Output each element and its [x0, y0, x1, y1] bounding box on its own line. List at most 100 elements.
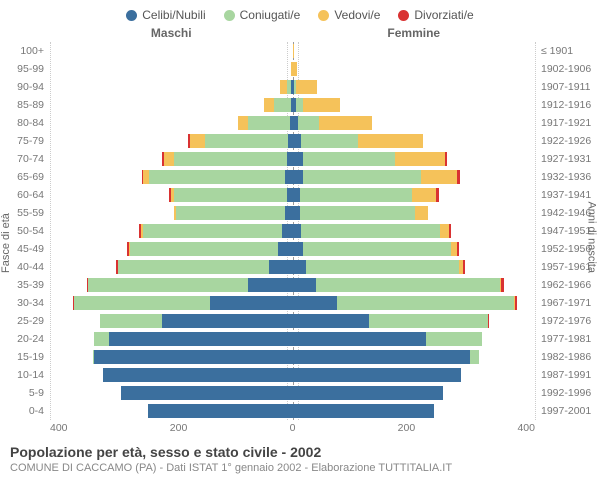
seg-married	[369, 314, 487, 329]
seg-divorced	[445, 152, 447, 167]
age-label: 0-4	[0, 405, 50, 417]
seg-divorced	[436, 188, 440, 203]
seg-married	[176, 206, 285, 221]
age-row: 90-94 1907-1911	[0, 78, 600, 96]
seg-widowed	[415, 206, 428, 221]
age-row: 50-541947-1951	[0, 222, 600, 240]
bar-area	[50, 330, 535, 348]
chart-subtitle: COMUNE DI CACCAMO (PA) - Dati ISTAT 1° g…	[10, 462, 600, 474]
seg-single	[121, 386, 293, 401]
bar-area	[50, 186, 535, 204]
male-bar	[50, 294, 293, 312]
seg-single	[210, 296, 293, 311]
bar-area	[50, 42, 535, 60]
bar-area	[50, 240, 535, 258]
seg-married	[143, 224, 282, 239]
seg-divorced	[463, 260, 465, 275]
seg-married	[100, 314, 162, 329]
x-tick: 200	[170, 422, 188, 434]
legend-item: Vedovi/e	[318, 8, 380, 22]
female-bar	[293, 186, 536, 204]
seg-widowed	[296, 80, 317, 95]
seg-single	[293, 224, 302, 239]
legend-swatch	[126, 10, 137, 21]
female-bar	[293, 168, 536, 186]
female-bar	[293, 366, 536, 384]
seg-single	[293, 404, 435, 419]
seg-married	[337, 296, 514, 311]
chart-area: 100+≤ 190195-991902-190690-941907-191185…	[0, 42, 600, 420]
seg-divorced	[457, 242, 459, 257]
male-bar	[50, 204, 293, 222]
birth-label: 1982-1986	[535, 351, 600, 363]
age-label: 80-84	[0, 117, 50, 129]
female-bar	[293, 60, 536, 78]
age-row: 100+≤ 1901	[0, 42, 600, 60]
seg-single	[293, 278, 317, 293]
seg-married	[426, 332, 482, 347]
bar-area	[50, 348, 535, 366]
seg-single	[94, 350, 292, 365]
female-bar	[293, 258, 536, 276]
birth-label: 1937-1941	[535, 189, 600, 201]
age-row: 75-791922-1926	[0, 132, 600, 150]
female-bar	[293, 312, 536, 330]
bar-area	[50, 312, 535, 330]
x-ticks: 4002000200400	[50, 422, 535, 434]
female-bar	[293, 402, 536, 420]
seg-married	[205, 134, 288, 149]
seg-single	[293, 332, 426, 347]
seg-single	[293, 170, 304, 185]
seg-widowed	[190, 134, 205, 149]
legend: Celibi/NubiliConiugati/eVedovi/eDivorzia…	[0, 0, 600, 22]
x-tick: 200	[398, 422, 416, 434]
female-bar	[293, 132, 536, 150]
bar-area	[50, 402, 535, 420]
seg-married	[300, 206, 415, 221]
subhead-male: Maschi	[50, 26, 293, 40]
seg-single	[293, 260, 306, 275]
bar-area	[50, 258, 535, 276]
bar-area	[50, 168, 535, 186]
bar-area	[50, 384, 535, 402]
female-bar	[293, 240, 536, 258]
male-bar	[50, 384, 293, 402]
birth-label: 1922-1926	[535, 135, 600, 147]
birth-label: 1927-1931	[535, 153, 600, 165]
seg-single	[293, 188, 300, 203]
birth-label: 1917-1921	[535, 117, 600, 129]
male-bar	[50, 222, 293, 240]
bar-area	[50, 96, 535, 114]
age-row: 70-741927-1931	[0, 150, 600, 168]
age-label: 20-24	[0, 333, 50, 345]
seg-married	[296, 98, 303, 113]
birth-label: ≤ 1901	[535, 45, 600, 57]
seg-single	[278, 242, 293, 257]
chart-title: Popolazione per età, sesso e stato civil…	[10, 444, 600, 460]
seg-married	[149, 170, 285, 185]
seg-single	[282, 224, 293, 239]
seg-single	[148, 404, 293, 419]
birth-label: 1907-1911	[535, 81, 600, 93]
legend-swatch	[398, 10, 409, 21]
seg-single	[293, 242, 304, 257]
female-bar	[293, 78, 536, 96]
seg-married	[298, 116, 319, 131]
x-axis: 4002000200400	[0, 422, 600, 434]
seg-married	[74, 296, 210, 311]
right-axis-title: Anni di nascita	[586, 201, 598, 273]
seg-single	[293, 206, 300, 221]
bar-area	[50, 114, 535, 132]
x-tick: 400	[50, 422, 68, 434]
male-bar	[50, 60, 293, 78]
bar-area	[50, 150, 535, 168]
age-label: 90-94	[0, 81, 50, 93]
age-row: 20-241977-1981	[0, 330, 600, 348]
seg-married	[94, 332, 109, 347]
bar-area	[50, 60, 535, 78]
age-label: 85-89	[0, 99, 50, 111]
seg-married	[301, 134, 357, 149]
seg-single	[293, 134, 302, 149]
male-bar	[50, 402, 293, 420]
bar-area	[50, 276, 535, 294]
